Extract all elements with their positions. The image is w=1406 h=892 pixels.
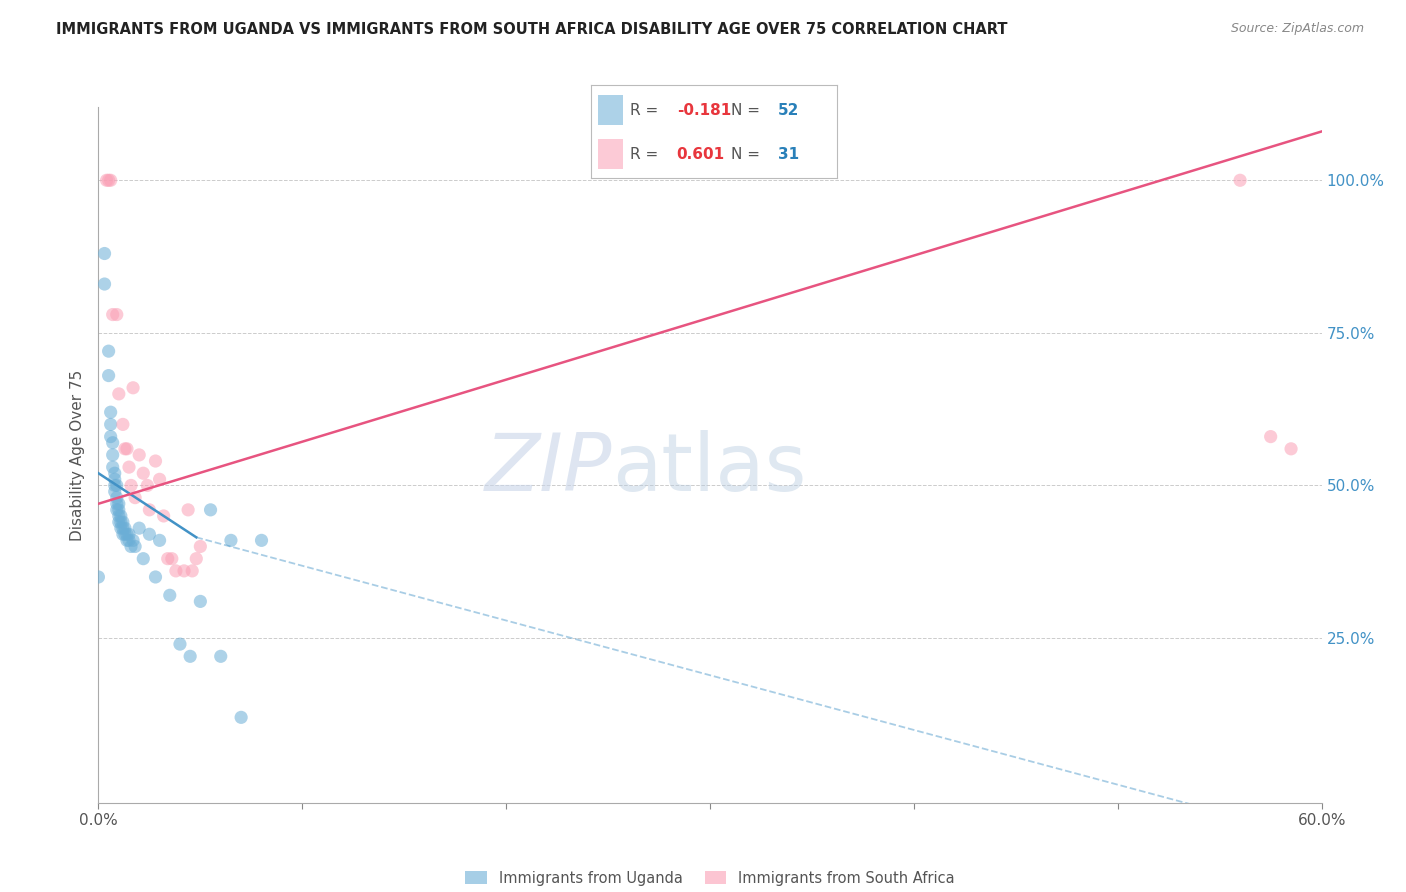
Point [97,368,120,383]
Point [100,173,122,187]
Text: R =: R = [630,146,664,161]
Point [128,521,150,535]
Point [120,540,142,554]
Point [188,540,212,554]
Point [145,454,167,468]
Point [118,460,141,475]
Text: 0.601: 0.601 [676,146,724,161]
Point [159,588,181,602]
Point [132,467,155,481]
Point [100,417,122,432]
Point [110,515,132,529]
Point [114,521,136,535]
Point [124,491,146,505]
Point [136,478,159,492]
Point [173,564,195,578]
Point [105,478,128,492]
Point [100,429,122,443]
Point [100,405,122,419]
Point [122,533,145,548]
Point [156,551,179,566]
Text: IMMIGRANTS FROM UGANDA VS IMMIGRANTS FROM SOUTH AFRICA DISABILITY AGE OVER 75 CO: IMMIGRANTS FROM UGANDA VS IMMIGRANTS FRO… [56,22,1008,37]
Point [128,448,150,462]
Bar [598,95,623,125]
Point [108,515,131,529]
Point [105,497,128,511]
Point [93,277,115,291]
Point [105,491,128,505]
Text: -0.181: -0.181 [676,103,731,118]
Point [209,649,232,664]
Text: atlas: atlas [612,430,807,508]
Point [138,503,160,517]
Point [115,442,138,456]
Point [105,503,128,517]
Point [177,503,200,517]
Point [145,570,167,584]
Point [93,246,115,260]
Point [118,527,141,541]
Point [104,478,127,492]
Point [108,503,131,517]
Point [186,551,208,566]
Point [108,508,131,523]
Point [138,527,160,541]
Point [114,442,136,456]
Point [160,551,183,566]
Y-axis label: Disability Age Over 75: Disability Age Over 75 [70,369,86,541]
Point [101,460,124,475]
Point [104,467,127,481]
Point [118,533,141,548]
Point [152,508,174,523]
Point [114,527,136,541]
Point [97,173,120,187]
Point [111,521,134,535]
Point [104,484,127,499]
Point [188,594,212,608]
Text: 52: 52 [778,103,799,118]
Point [101,435,124,450]
Point [231,710,253,724]
Point [87,570,110,584]
Point [111,527,134,541]
Point [96,173,118,187]
Point [1279,442,1302,456]
Point [200,503,222,517]
Point [122,381,145,395]
Point [149,533,172,548]
Point [111,515,134,529]
Point [108,497,131,511]
Point [179,649,201,664]
Point [97,344,120,359]
Point [110,521,132,535]
Point [165,564,187,578]
Point [120,478,142,492]
Text: N =: N = [731,146,765,161]
Point [1229,173,1251,187]
Point [169,637,191,651]
Point [101,308,124,322]
Point [149,472,172,486]
Point [110,508,132,523]
Point [219,533,242,548]
Point [124,540,146,554]
Point [104,472,127,486]
Bar [598,139,623,169]
Text: ZIP: ZIP [485,430,612,508]
Point [105,308,128,322]
Point [115,527,138,541]
Point [111,417,134,432]
Point [115,533,138,548]
Text: N =: N = [731,103,765,118]
Legend: Immigrants from Uganda, Immigrants from South Africa: Immigrants from Uganda, Immigrants from … [465,871,955,886]
Point [250,533,273,548]
Text: Source: ZipAtlas.com: Source: ZipAtlas.com [1230,22,1364,36]
Text: 31: 31 [778,146,799,161]
Point [101,448,124,462]
Point [132,551,155,566]
Text: R =: R = [630,103,664,118]
Point [181,564,204,578]
Point [1260,429,1282,443]
Point [108,387,131,401]
